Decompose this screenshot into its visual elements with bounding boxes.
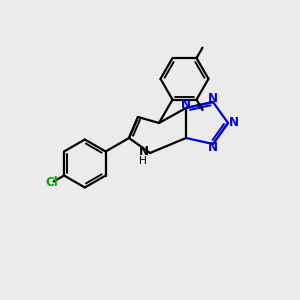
- Text: N: N: [138, 145, 148, 158]
- Text: Cl: Cl: [45, 176, 58, 189]
- Text: N: N: [208, 92, 218, 105]
- Text: N: N: [181, 98, 191, 111]
- Text: N: N: [208, 141, 218, 154]
- Text: N: N: [228, 116, 239, 130]
- Text: H: H: [140, 156, 147, 166]
